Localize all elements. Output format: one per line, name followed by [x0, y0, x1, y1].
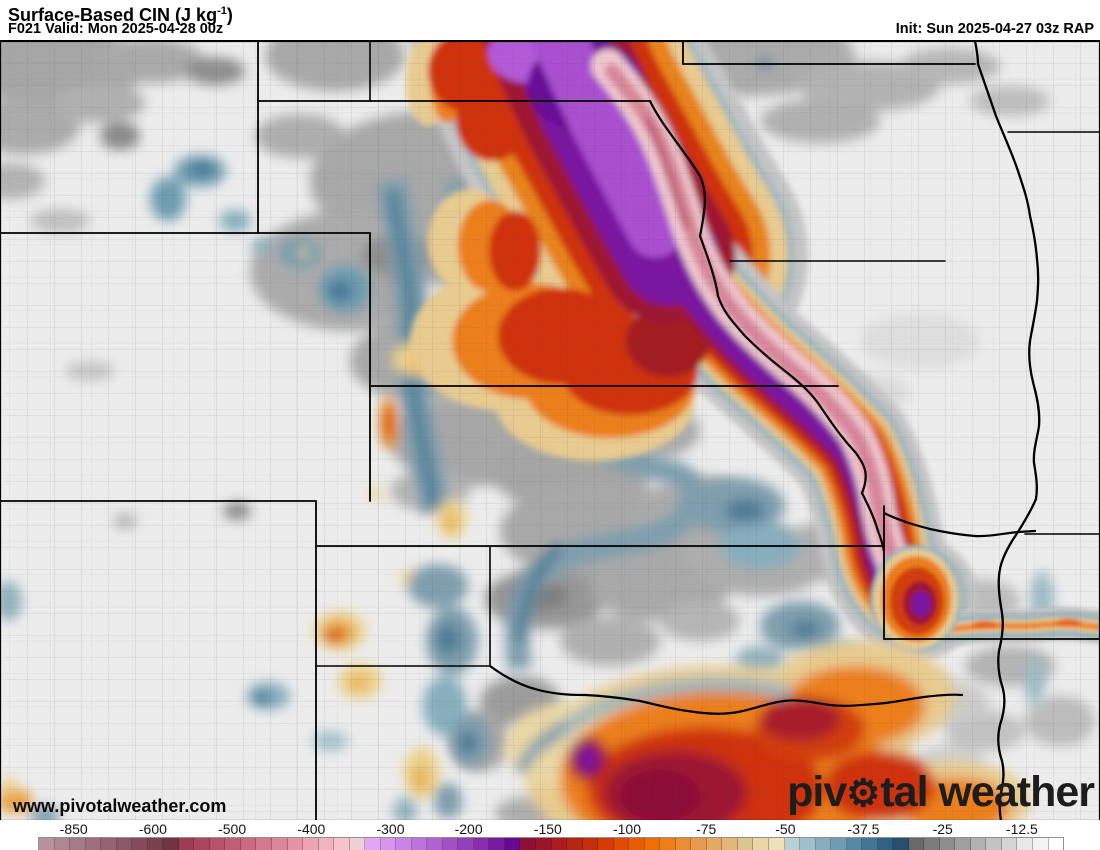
colorbar-cell [784, 838, 801, 850]
colorbar-cell [163, 838, 179, 850]
colorbar-cell [240, 838, 257, 850]
colorbar-cell [582, 838, 599, 850]
colorbar-tick-label: -400 [297, 821, 326, 837]
colorbar-cell [1048, 838, 1064, 850]
colorbar-cell [567, 838, 583, 850]
colorbar-cell [396, 838, 412, 850]
colorbar-cell [768, 838, 785, 850]
cin-field-map [0, 41, 1100, 821]
colorbar-cell [955, 838, 971, 850]
colorbar-cell [660, 838, 676, 850]
colorbar-cell [209, 838, 226, 850]
colorbar-cell [706, 838, 723, 850]
colorbar-cell [504, 838, 521, 850]
colorbar-cell [737, 838, 754, 850]
colorbar-cell [629, 838, 645, 850]
colorbar-cell [1033, 838, 1049, 850]
colorbar-cell [831, 838, 847, 850]
colorbar-cell [815, 838, 832, 850]
colorbar-cell [970, 838, 987, 850]
colorbar-tick-label: -37.5 [847, 821, 880, 837]
colorbar-cell [458, 838, 474, 850]
colorbar-cell [194, 838, 210, 850]
colorbar-cell [303, 838, 319, 850]
colorbar-tick-label: -100 [612, 821, 642, 837]
colorbar-cell [908, 838, 925, 850]
colorbar-cell [349, 838, 366, 850]
colorbar-cell [691, 838, 707, 850]
colorbar-cell [939, 838, 956, 850]
colorbar-cell [271, 838, 288, 850]
colorbar-cell [442, 838, 459, 850]
colorbar-cell [365, 838, 381, 850]
colorbar-footer: -850 -600 -500 -400 -300 -200 -150 -100 -75 -50 -3… [0, 820, 1100, 850]
colorbar-tick-label: -500 [218, 821, 247, 837]
map-canvas: www.pivotalweather.com piv⚙tal weather [0, 40, 1100, 821]
colorbar-tick-label: -850 [59, 821, 88, 837]
colorbar-cell [256, 838, 272, 850]
colorbar-cell [924, 838, 940, 850]
colorbar [38, 837, 1064, 850]
colorbar-cell [147, 838, 164, 850]
colorbar-labels: -850 -600 -500 -400 -300 -200 -150 -100 -75 -50 -3… [0, 820, 1100, 837]
init-time-label: Init: Sun 2025-04-27 03z RAP [895, 21, 1094, 37]
colorbar-cell [380, 838, 397, 850]
units-superscript: -1 [217, 5, 227, 17]
colorbar-cell [1001, 838, 1018, 850]
colorbar-cell [800, 838, 816, 850]
colorbar-cell [39, 838, 55, 850]
colorbar-cell [411, 838, 428, 850]
pivotal-weather-logo: piv⚙tal weather [787, 768, 1095, 816]
colorbar-tick-label: -25 [932, 821, 953, 837]
header: Surface-Based CIN (J kg-1) F021 Valid: M… [0, 0, 1100, 40]
colorbar-tick-label: -75 [696, 821, 717, 837]
colorbar-cell [722, 838, 738, 850]
colorbar-cell [54, 838, 71, 850]
colorbar-tick-label: -300 [376, 821, 405, 837]
colorbar-cell [877, 838, 894, 850]
colorbar-tick-label: -50 [775, 821, 796, 837]
colorbar-cell [862, 838, 878, 850]
colorbar-cell [598, 838, 614, 850]
colorbar-cell [101, 838, 117, 850]
colorbar-cell [753, 838, 769, 850]
colorbar-cell [287, 838, 304, 850]
colorbar-cell [613, 838, 630, 850]
colorbar-tick-label: -600 [138, 821, 167, 837]
colorbar-tick-label: -12.5 [1005, 821, 1038, 837]
colorbar-cell [893, 838, 909, 850]
colorbar-cell [536, 838, 552, 850]
valid-time-label: F021 Valid: Mon 2025-04-28 00z [8, 21, 224, 37]
gear-icon: ⚙ [846, 773, 881, 815]
colorbar-cell [427, 838, 443, 850]
colorbar-cell [85, 838, 102, 850]
colorbar-cell [675, 838, 692, 850]
colorbar-cell [132, 838, 148, 850]
colorbar-cell [644, 838, 661, 850]
colorbar-cell [986, 838, 1002, 850]
colorbar-cell [116, 838, 133, 850]
watermark-url: www.pivotalweather.com [13, 796, 227, 816]
colorbar-tick-label: -150 [533, 821, 562, 837]
colorbar-cell [489, 838, 505, 850]
colorbar-cell [318, 838, 335, 850]
colorbar-cell [225, 838, 241, 850]
colorbar-cell [520, 838, 536, 850]
state-borders [0, 41, 1100, 821]
colorbar-cell [551, 838, 568, 850]
colorbar-cell [1017, 838, 1033, 850]
colorbar-cell [334, 838, 350, 850]
colorbar-tick-label: -200 [454, 821, 483, 837]
colorbar-cell [178, 838, 195, 850]
page-title: Surface-Based CIN (J kg-1) [8, 5, 233, 25]
colorbar-cell [846, 838, 863, 850]
colorbar-cell [70, 838, 86, 850]
county-grid-2 [0, 41, 1100, 821]
colorbar-cell [473, 838, 490, 850]
